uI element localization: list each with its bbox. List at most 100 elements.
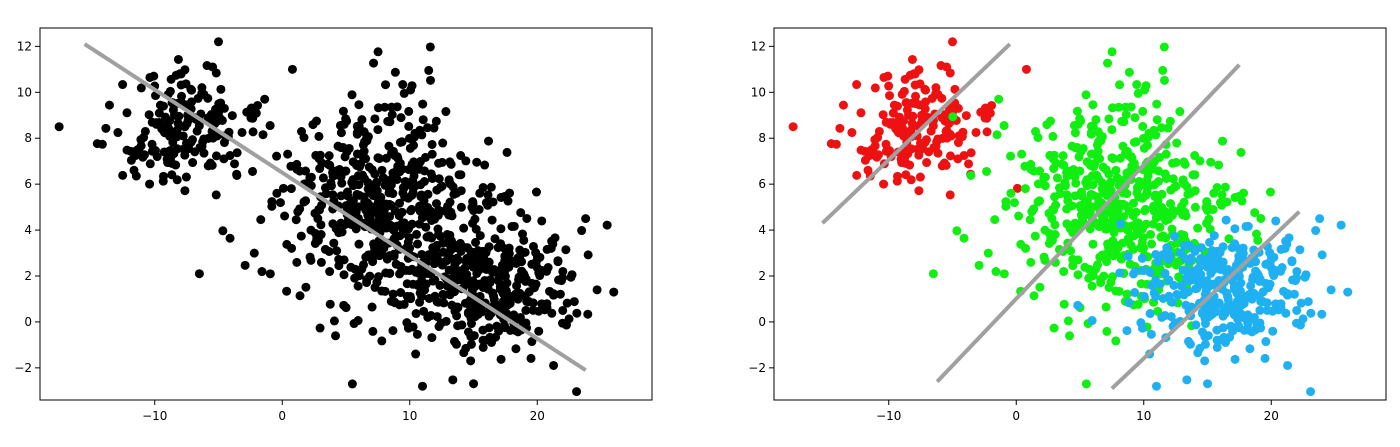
data-point xyxy=(572,387,582,397)
data-point xyxy=(1152,381,1161,391)
data-point xyxy=(889,100,899,110)
data-point xyxy=(381,219,391,229)
x-tick-label: −10 xyxy=(876,409,901,423)
data-point xyxy=(170,110,180,120)
data-point xyxy=(971,127,981,137)
data-point xyxy=(438,138,448,148)
data-point xyxy=(1006,151,1016,161)
data-point xyxy=(335,120,345,130)
data-point xyxy=(1295,320,1305,330)
data-point xyxy=(1124,206,1134,216)
data-point xyxy=(1097,184,1107,194)
data-point xyxy=(870,141,880,151)
data-point xyxy=(1075,166,1085,176)
data-point xyxy=(1255,274,1265,284)
data-point xyxy=(1104,114,1114,124)
data-point xyxy=(1170,231,1180,241)
data-point xyxy=(924,147,934,157)
data-point xyxy=(214,99,224,109)
data-point xyxy=(1129,231,1139,241)
data-point xyxy=(232,170,242,180)
data-point xyxy=(373,103,383,113)
data-point xyxy=(187,85,197,95)
data-point xyxy=(318,173,328,183)
data-point xyxy=(914,186,924,196)
data-point xyxy=(921,97,931,107)
data-point xyxy=(1152,115,1162,125)
data-point xyxy=(942,133,952,143)
data-point xyxy=(476,253,486,263)
data-point xyxy=(945,190,955,200)
data-point xyxy=(376,192,386,202)
data-point xyxy=(381,80,391,90)
data-point xyxy=(287,243,297,253)
data-point xyxy=(788,122,798,132)
data-point xyxy=(1212,342,1222,352)
data-point xyxy=(401,177,411,187)
data-point xyxy=(218,226,228,236)
data-point xyxy=(1265,257,1275,267)
data-point xyxy=(1150,190,1160,200)
y-tick-label: 10 xyxy=(17,85,32,99)
data-point xyxy=(1265,279,1275,289)
data-point xyxy=(338,106,348,116)
data-point xyxy=(1068,261,1078,271)
data-point xyxy=(1271,216,1281,226)
data-point xyxy=(1160,75,1169,85)
data-point xyxy=(97,139,107,149)
data-point xyxy=(1191,320,1201,330)
data-point xyxy=(540,305,550,315)
data-point xyxy=(278,183,288,193)
data-point xyxy=(1179,241,1189,251)
data-point xyxy=(316,257,326,267)
data-point xyxy=(397,218,407,228)
data-point xyxy=(456,202,466,212)
data-point xyxy=(1048,131,1058,141)
data-point xyxy=(519,235,529,245)
data-point xyxy=(434,322,444,332)
data-point xyxy=(373,153,383,163)
data-point xyxy=(310,208,320,218)
data-point xyxy=(353,316,363,326)
data-point xyxy=(893,171,902,181)
data-point xyxy=(548,239,558,249)
data-point xyxy=(1127,153,1137,163)
data-point xyxy=(1131,137,1141,147)
data-point xyxy=(1180,179,1190,189)
y-tick-label: −2 xyxy=(748,361,766,375)
data-point xyxy=(959,233,969,243)
data-point xyxy=(379,243,389,253)
data-point xyxy=(505,188,515,198)
data-point xyxy=(413,280,423,290)
data-point xyxy=(1089,162,1099,172)
data-point xyxy=(405,291,415,301)
y-tick-label: 0 xyxy=(758,315,766,329)
data-point xyxy=(339,300,349,310)
data-point xyxy=(558,266,568,276)
data-point xyxy=(1215,198,1225,208)
data-point xyxy=(549,360,559,370)
data-point xyxy=(395,167,405,177)
data-point xyxy=(990,215,1000,225)
data-point xyxy=(1317,309,1327,319)
data-point xyxy=(487,215,497,225)
data-point xyxy=(167,170,177,180)
data-point xyxy=(1109,225,1119,235)
data-point xyxy=(1209,231,1219,241)
data-point xyxy=(422,232,432,242)
data-point xyxy=(232,148,242,158)
data-point xyxy=(516,208,526,218)
data-point xyxy=(291,215,301,225)
data-point xyxy=(511,344,521,354)
data-point xyxy=(515,252,525,262)
data-point xyxy=(1065,331,1075,341)
data-point xyxy=(937,113,947,123)
data-point xyxy=(531,187,541,197)
data-point xyxy=(396,113,406,123)
data-point xyxy=(933,148,943,158)
data-point xyxy=(1104,180,1114,190)
data-point xyxy=(428,172,438,182)
data-point xyxy=(292,164,302,174)
data-point xyxy=(1091,115,1101,125)
data-point xyxy=(509,221,519,231)
